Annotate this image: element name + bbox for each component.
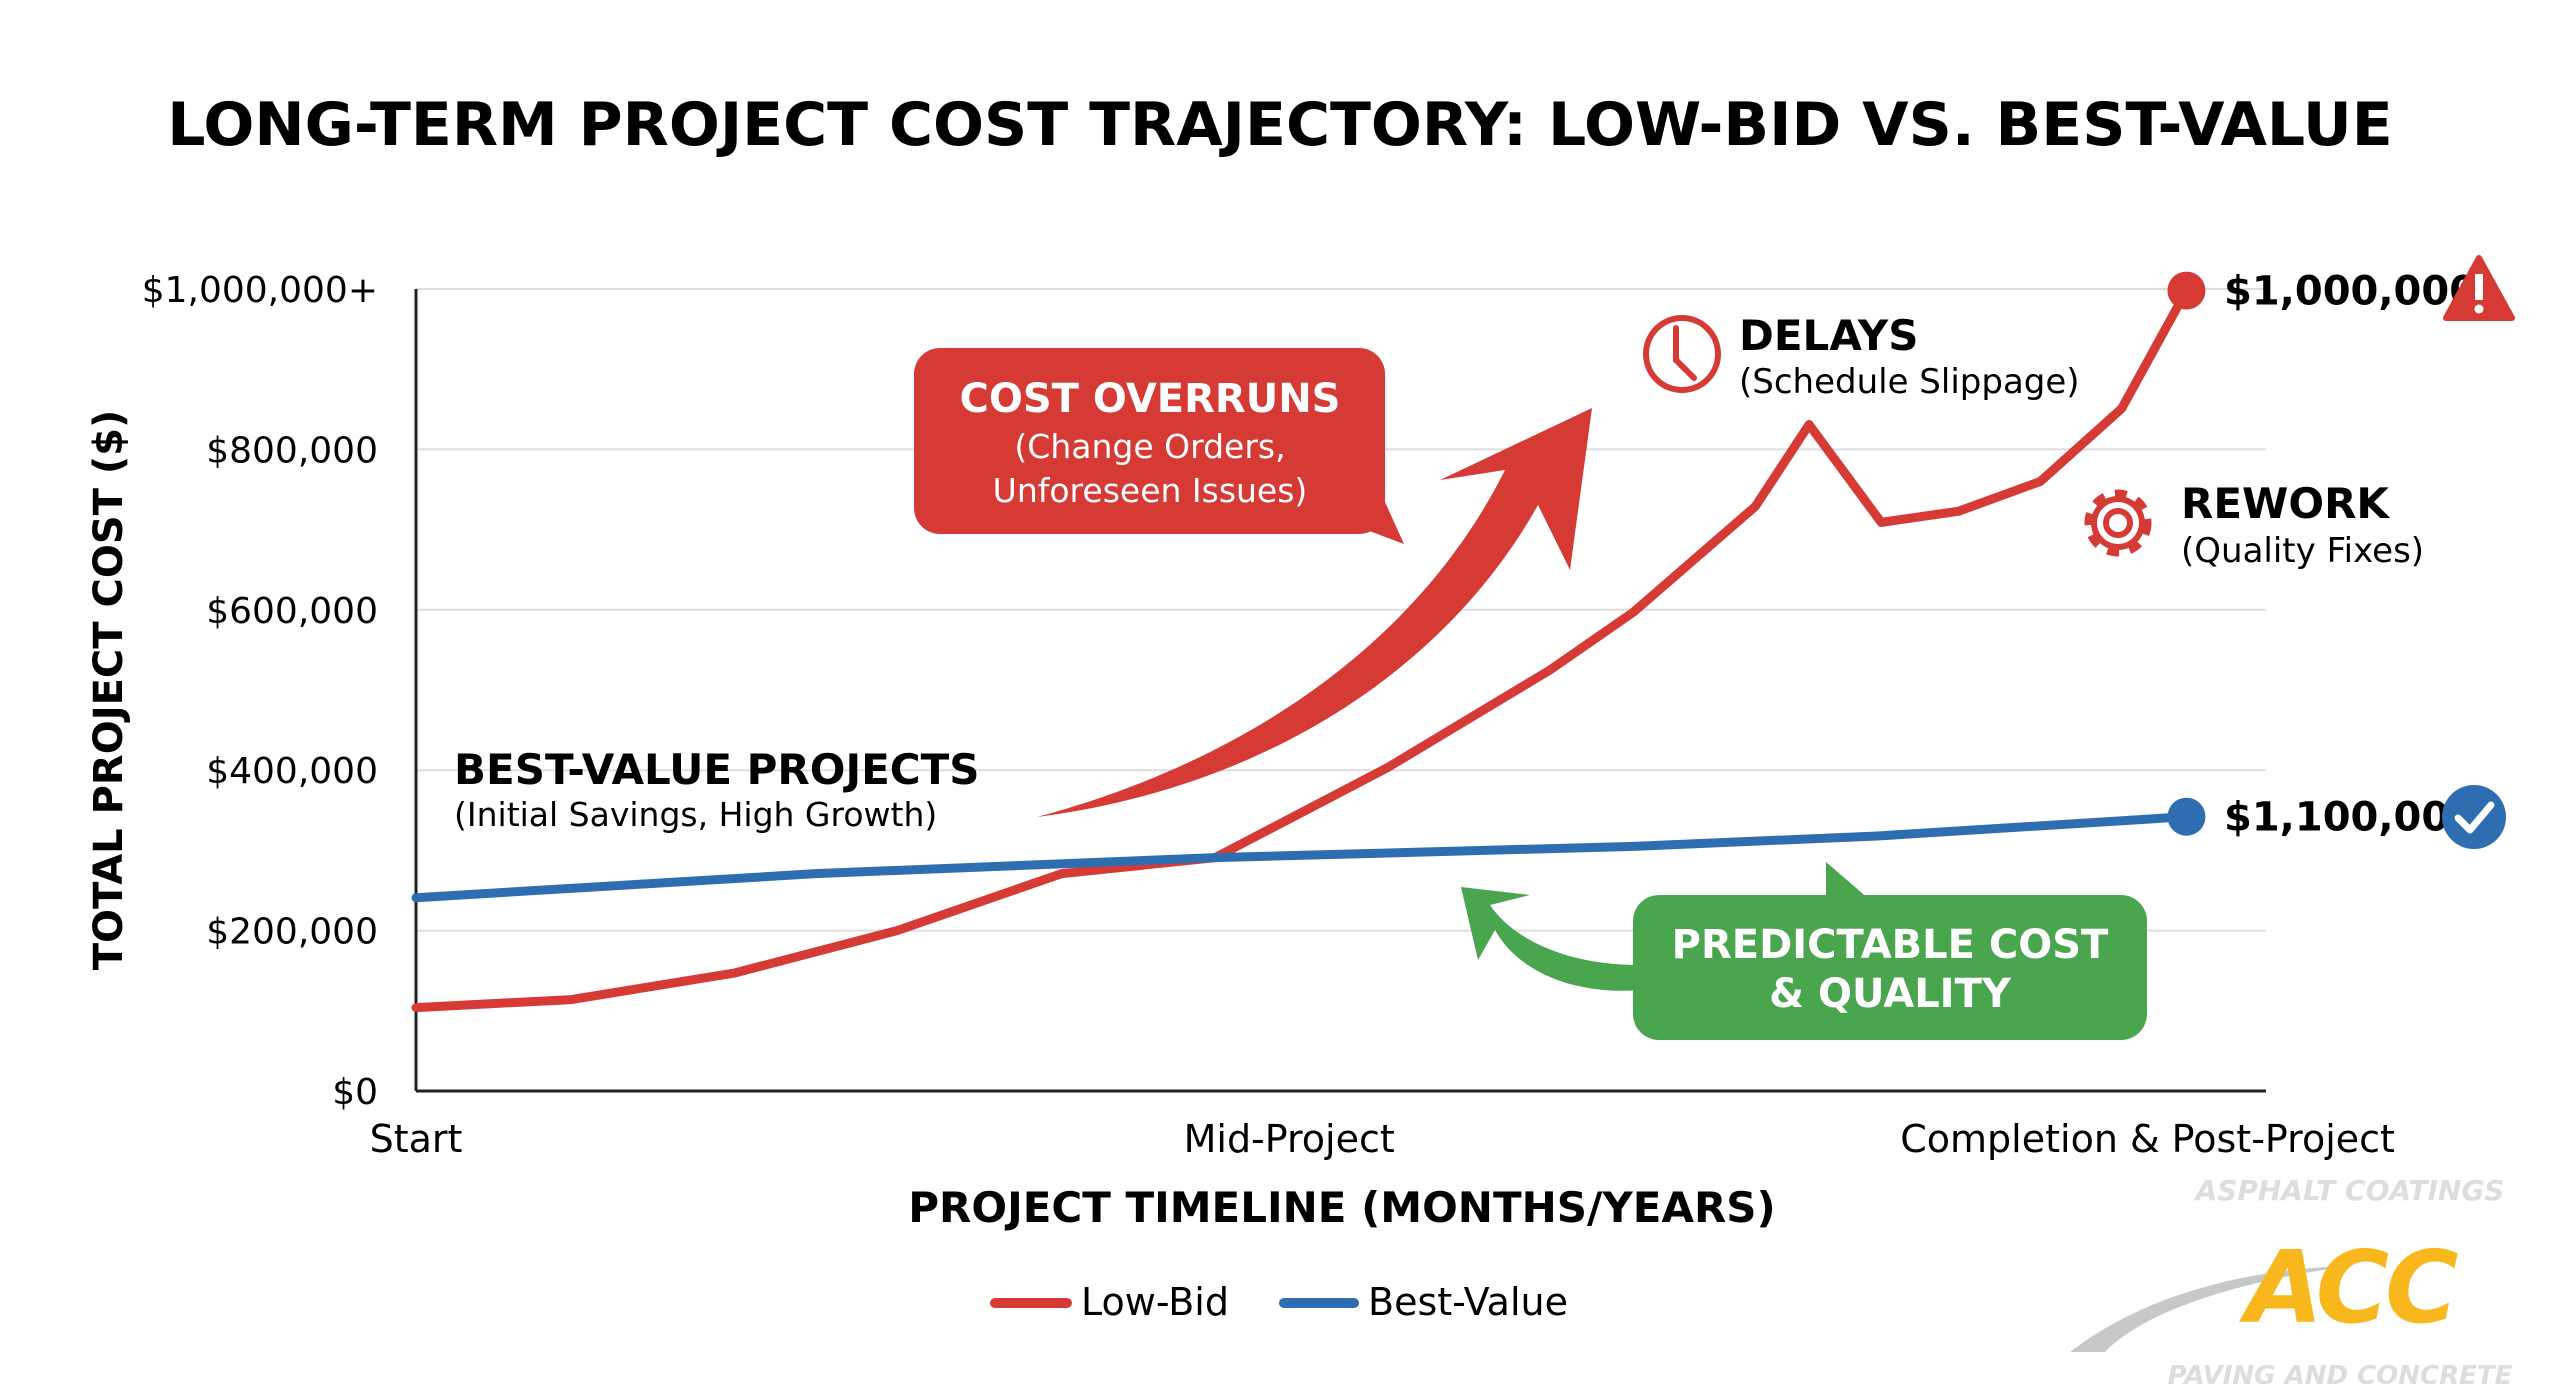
- logo-bottom-text: PAVING AND CONCRETE: [2168, 1361, 2513, 1391]
- acc-logo: ASPHALT COATINGS ACC PAVING AND CONCRETE: [2070, 1174, 2513, 1391]
- y-tick-label: $200,000: [206, 912, 378, 953]
- legend: Low-Bid Best-Value: [990, 1280, 1568, 1324]
- series-end-label: $1,000,000: [2224, 269, 2477, 315]
- y-tick-label: $0: [332, 1072, 378, 1113]
- series-end-point: [2167, 797, 2206, 836]
- cost-overruns-title: COST OVERRUNS: [960, 376, 1341, 422]
- rework-title: REWORK: [2181, 479, 2390, 528]
- predictable-line2: & QUALITY: [1769, 971, 2012, 1017]
- cost-overruns-callout: COST OVERRUNS (Change Orders, Unforeseen…: [914, 348, 1404, 544]
- check-circle-icon: [2442, 785, 2506, 849]
- legend-label-low-bid: Low-Bid: [1081, 1280, 1229, 1324]
- x-tick-label: Completion & Post-Project: [1900, 1117, 2395, 1161]
- rework-sub: (Quality Fixes): [2181, 531, 2424, 571]
- series-line-best-value: [411, 812, 2191, 903]
- predictable-callout: PREDICTABLE COST & QUALITY: [1633, 862, 2147, 1040]
- best-value-sub: (Initial Savings, High Growth): [454, 795, 937, 834]
- delays-title: DELAYS: [1739, 311, 1918, 360]
- cost-overruns-line2: Unforeseen Issues): [993, 471, 1308, 510]
- clock-icon: [1643, 315, 1721, 393]
- y-tick-label: $800,000: [206, 430, 378, 471]
- gear-icon: [2084, 489, 2152, 557]
- logo-top-text: ASPHALT COATINGS: [2194, 1174, 2505, 1207]
- x-tick-label: Start: [370, 1117, 463, 1161]
- cost-overruns-arrow: [1037, 408, 1592, 817]
- series-end-point: [2167, 271, 2206, 310]
- logo-main-text: ACC: [2238, 1229, 2458, 1346]
- series-line-low-bid: [411, 286, 2191, 1013]
- delays-sub: (Schedule Slippage): [1739, 362, 2080, 402]
- best-value-title: BEST-VALUE PROJECTS: [454, 745, 980, 794]
- cost-overruns-line1: (Change Orders,: [1014, 427, 1285, 466]
- predictable-arrow: [1461, 887, 1640, 991]
- x-tick-label: Mid-Project: [1184, 1117, 1395, 1161]
- y-axis-label: TOTAL PROJECT COST ($): [86, 410, 132, 971]
- x-axis-label: PROJECT TIMELINE (MONTHS/YEARS): [908, 1183, 1775, 1232]
- y-tick-label: $1,000,000+: [142, 270, 378, 311]
- y-tick-label: $400,000: [206, 751, 378, 792]
- y-tick-label: $600,000: [206, 591, 378, 632]
- legend-label-best-value: Best-Value: [1368, 1280, 1568, 1324]
- chart-title: LONG-TERM PROJECT COST TRAJECTORY: LOW-B…: [167, 90, 2392, 160]
- series-end-label: $1,100,000: [2224, 795, 2477, 841]
- warning-icon: [2443, 255, 2515, 321]
- predictable-line1: PREDICTABLE COST: [1672, 922, 2109, 968]
